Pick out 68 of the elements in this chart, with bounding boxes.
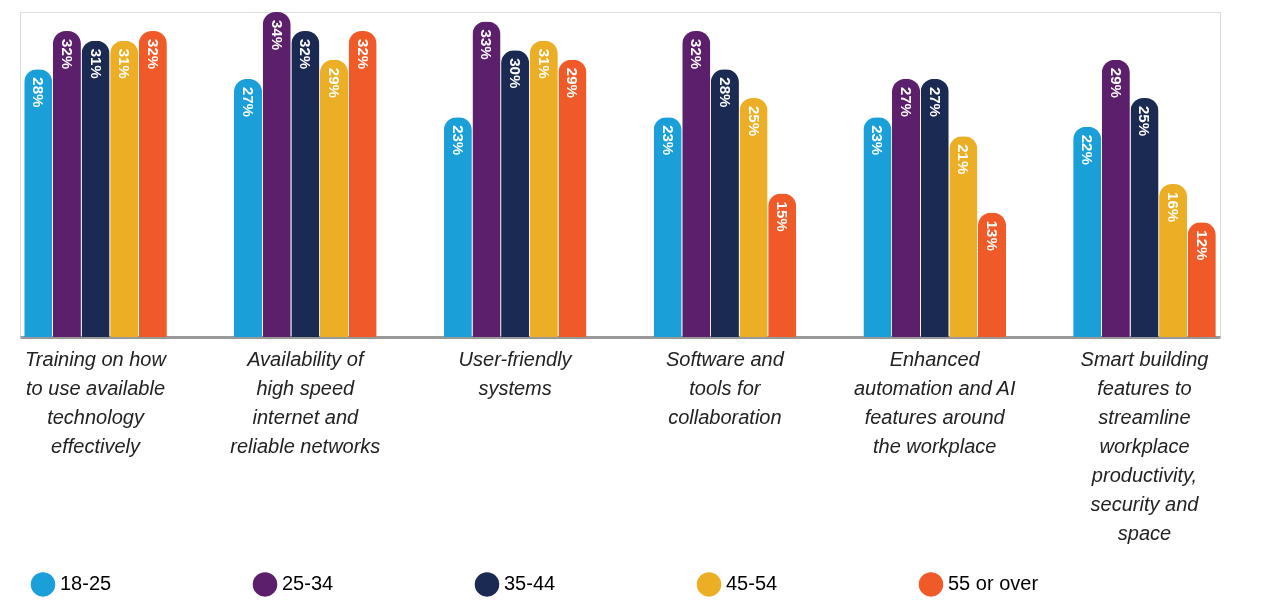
bar	[653, 117, 682, 337]
bar	[24, 69, 53, 337]
data-label: 28%	[30, 77, 48, 108]
data-label: 33%	[478, 29, 496, 60]
data-label: 32%	[144, 39, 162, 70]
data-label: 22%	[1079, 134, 1097, 165]
bar	[291, 31, 320, 337]
data-label: 30%	[507, 58, 525, 89]
bar	[529, 40, 558, 337]
legend-label: 25-34	[282, 572, 334, 595]
bar	[110, 40, 139, 337]
data-label: 29%	[1107, 67, 1125, 98]
data-label: 23%	[659, 125, 677, 156]
bar	[501, 50, 530, 337]
data-label: 23%	[449, 125, 467, 156]
data-label: 31%	[535, 48, 553, 79]
data-label: 29%	[564, 67, 582, 98]
legend-label: 18-25	[60, 572, 112, 595]
legend-label: 35-44	[504, 572, 556, 595]
bar	[319, 59, 348, 337]
data-label: 27%	[926, 86, 944, 117]
data-label: 15%	[774, 201, 792, 232]
data-label: 16%	[1165, 192, 1183, 223]
bar	[138, 31, 167, 337]
x-tick-label: Software and tools for collaboration	[665, 347, 785, 428]
bar	[262, 12, 291, 337]
bar	[977, 212, 1007, 337]
bar	[472, 21, 501, 337]
bar	[348, 31, 377, 337]
data-label: 32%	[688, 39, 706, 70]
data-label: 28%	[716, 77, 734, 108]
data-label: 25%	[1136, 106, 1154, 137]
bar	[233, 78, 263, 337]
legend-label: 55 or over	[948, 572, 1039, 595]
data-label: 27%	[240, 86, 258, 117]
bar	[892, 78, 921, 337]
data-label: 13%	[983, 220, 1001, 251]
data-label: 21%	[955, 144, 973, 175]
bar	[52, 31, 81, 337]
x-tick-label: User-friendly systems	[458, 347, 573, 399]
bar	[1073, 126, 1102, 337]
bar	[1130, 98, 1159, 337]
bar	[81, 40, 110, 337]
bar	[920, 78, 949, 337]
data-label: 31%	[87, 48, 105, 79]
x-tick-label: Training on how to use available technology effectively	[25, 347, 168, 457]
bar	[949, 136, 978, 337]
x-tick-label: Enhanced automation and AI features around the workplace	[853, 347, 1016, 457]
data-label: 29%	[325, 67, 343, 98]
x-tick-label: Smart building features to streamline workplace productivity, security and space	[1080, 347, 1209, 544]
legend-label: 45-54	[726, 572, 778, 595]
data-label: 12%	[1193, 230, 1211, 261]
data-label: 34%	[268, 20, 286, 51]
bar	[682, 31, 711, 337]
bar	[863, 117, 892, 337]
data-label: 23%	[869, 125, 887, 156]
data-label: 31%	[116, 48, 134, 79]
x-tick-label: Availability of high speed internet and reliable networks	[230, 347, 381, 457]
data-label: 25%	[745, 106, 763, 137]
data-label: 32%	[297, 39, 315, 70]
bar	[443, 117, 472, 337]
bar	[739, 98, 768, 337]
data-label: 32%	[354, 39, 372, 70]
data-label: 27%	[898, 86, 916, 117]
bar	[710, 69, 739, 337]
data-label: 32%	[58, 39, 76, 70]
bar	[1101, 59, 1130, 337]
bar	[558, 59, 587, 337]
